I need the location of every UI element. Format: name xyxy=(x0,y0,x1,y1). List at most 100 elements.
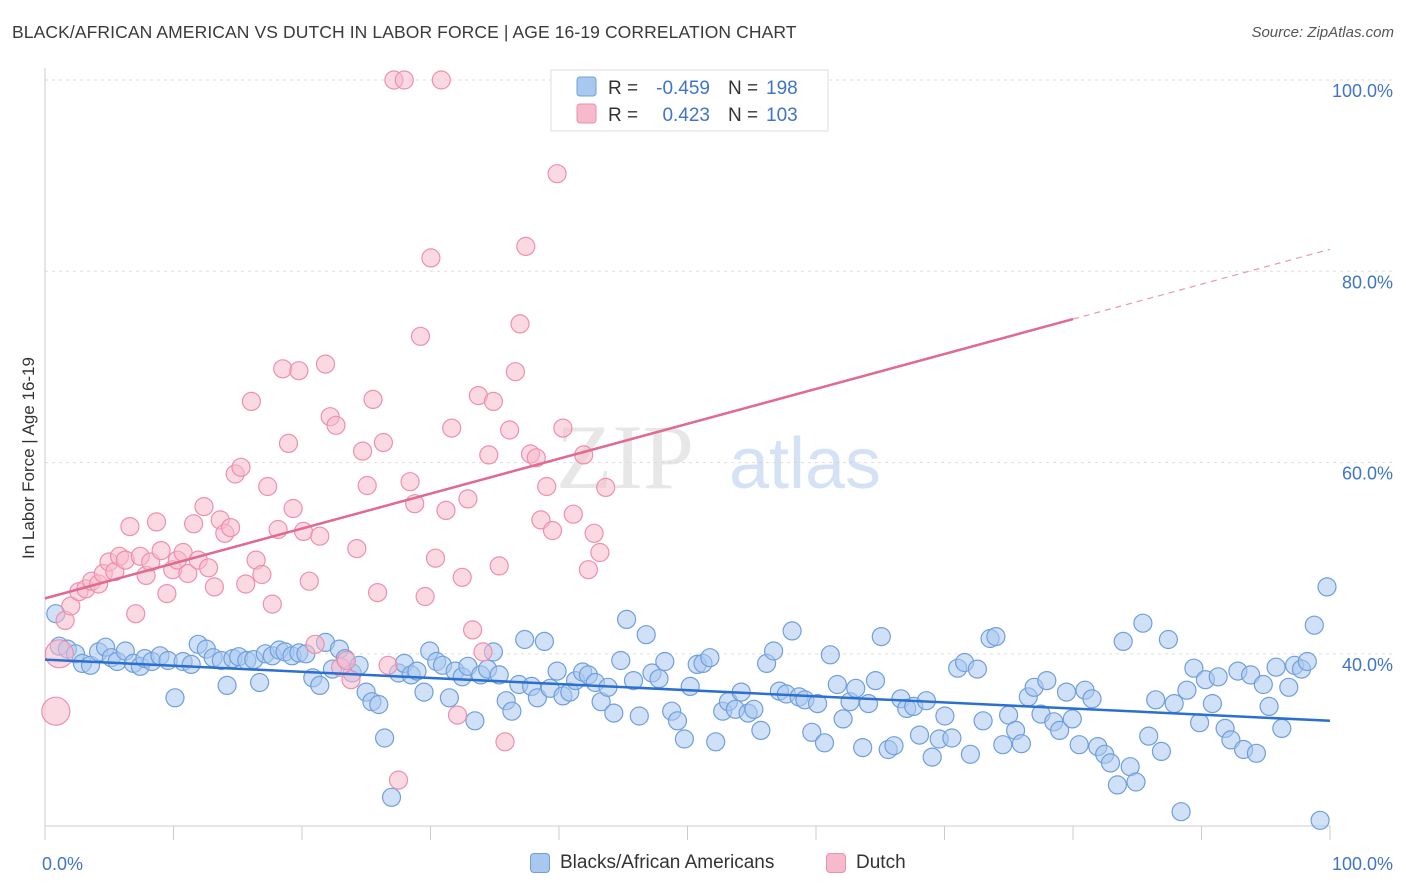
blacks-point xyxy=(744,699,764,719)
blacks-point xyxy=(636,625,656,645)
blacks-point xyxy=(763,641,784,661)
dutch-point xyxy=(505,362,526,382)
blacks-point xyxy=(986,626,1006,647)
blacks-point xyxy=(616,609,637,630)
watermark: ZIP atlas xyxy=(556,406,881,508)
blacks-point xyxy=(680,676,700,697)
blacks-point xyxy=(1221,730,1241,750)
correlation-legend: R = -0.459 N = 198 R = 0.423 N = 103 xyxy=(550,69,829,132)
blacks-point xyxy=(1037,670,1057,691)
legend-swatch-dutch xyxy=(826,853,846,873)
legend-n-label-blue: N = xyxy=(728,78,758,99)
dutch-point xyxy=(221,517,241,538)
dutch-point xyxy=(436,500,456,520)
legend-swatch-blue xyxy=(576,76,597,97)
blacks-point xyxy=(827,674,847,695)
legend-item-blacks: Blacks/African Americans xyxy=(530,852,774,874)
blacks-point xyxy=(527,688,548,708)
blacks-point xyxy=(1126,772,1146,792)
blacks-point xyxy=(165,688,185,708)
tick-labels: 40.0% 60.0% 80.0% 100.0% 0.0% 100.0% xyxy=(42,81,1393,874)
dutch-point xyxy=(357,475,377,496)
blacks-point xyxy=(846,678,866,698)
blacks-point xyxy=(853,737,873,758)
dutch-point xyxy=(241,391,261,411)
blacks-point xyxy=(1100,753,1121,773)
dutch-point xyxy=(378,655,398,675)
dutch-point xyxy=(584,523,604,543)
dutch-point xyxy=(473,642,493,662)
dutch-point xyxy=(547,164,567,184)
blacks-point xyxy=(1246,743,1267,763)
dutch-point xyxy=(293,521,314,542)
dutch-point xyxy=(563,504,583,524)
blacks-point xyxy=(604,703,624,723)
dutch-point xyxy=(41,696,71,726)
blacks-point xyxy=(1113,631,1133,652)
dutch-point xyxy=(336,650,356,671)
blacks-point xyxy=(674,729,695,749)
dutch-point xyxy=(394,70,414,90)
axes xyxy=(44,68,1331,840)
dutch-point xyxy=(542,520,563,541)
dutch-point xyxy=(373,432,393,453)
blacks-point xyxy=(1184,658,1204,678)
dutch-point xyxy=(516,236,536,256)
y-tick-label-3: 100.0% xyxy=(1332,81,1393,101)
blacks-point xyxy=(1171,802,1191,822)
blacks-point xyxy=(1272,718,1292,739)
blacks-point xyxy=(1062,709,1082,729)
dutch-point xyxy=(400,472,420,492)
dutch-point xyxy=(447,705,468,725)
dutch-point xyxy=(278,433,299,453)
dutch-point xyxy=(126,604,146,624)
dutch-point xyxy=(483,391,503,411)
blacks-point xyxy=(935,706,955,726)
dutch-point xyxy=(258,476,278,497)
dutch-point xyxy=(184,514,204,534)
blacks-point xyxy=(1310,810,1330,830)
series-blacks-points xyxy=(46,577,1337,830)
blacks-point xyxy=(1279,677,1299,697)
blacks-point xyxy=(1082,689,1102,709)
blacks-point xyxy=(515,629,535,650)
dutch-point xyxy=(415,586,435,607)
blacks-point xyxy=(807,693,828,714)
blacks-point xyxy=(250,672,270,693)
blacks-point xyxy=(310,675,330,696)
dutch-point xyxy=(537,476,557,497)
blacks-point xyxy=(1240,665,1261,685)
blacks-point xyxy=(1259,696,1279,717)
blacks-point xyxy=(1146,690,1166,710)
dutch-point xyxy=(252,564,272,585)
dutch-point xyxy=(363,389,383,409)
blacks-point xyxy=(1069,735,1089,755)
blacks-point xyxy=(960,744,981,764)
dutch-point xyxy=(526,448,546,468)
blacks-point xyxy=(706,732,726,752)
blacks-point xyxy=(1317,577,1337,597)
legend-n-label-pink: N = xyxy=(728,105,758,126)
legend-r-value-pink: 0.423 xyxy=(662,105,710,126)
dutch-point xyxy=(178,563,198,584)
dutch-point xyxy=(236,574,256,594)
dutch-point xyxy=(61,596,81,616)
blacks-point xyxy=(1158,629,1179,650)
dutch-point xyxy=(489,556,509,576)
blacks-point xyxy=(1297,651,1317,672)
dutch-point xyxy=(273,359,293,379)
dutch-point xyxy=(199,558,219,578)
dutch-point xyxy=(151,540,171,561)
legend-r-value-blue: -0.459 xyxy=(656,78,710,99)
dutch-point xyxy=(310,526,330,546)
dutch-point xyxy=(326,415,346,435)
dutch-point xyxy=(120,516,140,537)
blacks-point xyxy=(611,650,631,671)
dutch-point xyxy=(157,583,177,604)
blacks-point xyxy=(369,694,389,715)
legend-label-dutch: Dutch xyxy=(856,852,906,873)
blacks-point xyxy=(1151,741,1172,762)
blacks-point xyxy=(1266,657,1286,677)
blacks-point xyxy=(407,661,427,681)
